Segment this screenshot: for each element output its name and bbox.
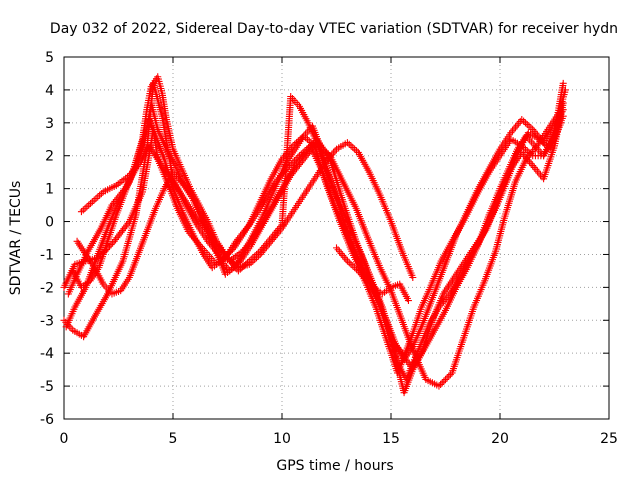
sample-marker <box>291 157 299 165</box>
sample-marker <box>94 193 102 201</box>
sample-marker <box>446 371 454 379</box>
sample-marker <box>294 153 302 161</box>
sample-marker <box>253 254 261 262</box>
sample-marker <box>79 206 87 214</box>
sample-marker <box>527 160 535 168</box>
sample-marker <box>254 252 262 260</box>
y-tick-label: -3 <box>40 313 54 329</box>
chart-title: Day 032 of 2022, Sidereal Day-to-day VTE… <box>50 21 618 37</box>
sample-marker <box>351 145 359 153</box>
y-tick-label: 5 <box>45 50 54 66</box>
sample-marker <box>323 148 331 156</box>
sample-marker <box>227 247 235 255</box>
sample-marker <box>512 123 520 131</box>
data-point <box>404 297 412 305</box>
sample-marker <box>90 196 98 204</box>
sample-marker <box>249 257 257 265</box>
y-tick-label: -5 <box>40 379 54 395</box>
sample-marker <box>535 169 543 177</box>
y-axis-ticks: -6 -5 -4 -3 -2 -1 0 1 2 3 4 5 <box>40 50 609 428</box>
y-axis-label: SDTVAR / TECUs <box>8 181 24 296</box>
data-point <box>559 79 567 87</box>
x-tick-label: 25 <box>600 431 618 447</box>
sample-marker <box>339 251 347 259</box>
data-point <box>333 244 340 252</box>
y-tick-label: 4 <box>45 83 54 99</box>
data-point <box>518 116 526 124</box>
sample-marker <box>510 125 518 133</box>
data-point <box>88 198 96 206</box>
sample-marker <box>331 147 339 155</box>
y-tick-label: -2 <box>40 280 54 296</box>
y-tick-label: 0 <box>45 215 54 231</box>
y-tick-label: -4 <box>40 346 54 362</box>
data-points <box>60 73 569 397</box>
data-point <box>77 208 85 216</box>
data-point <box>256 250 264 258</box>
sample-marker <box>228 246 236 254</box>
y-tick-label: -6 <box>40 412 54 428</box>
x-tick-label: 15 <box>382 431 400 447</box>
sample-marker <box>525 122 533 130</box>
sample-marker <box>445 372 453 380</box>
x-axis-label: GPS time / hours <box>276 458 393 474</box>
sample-marker <box>337 250 345 258</box>
data-point <box>435 382 443 390</box>
sample-marker <box>289 158 297 166</box>
sample-marker <box>303 135 311 143</box>
sample-marker <box>521 119 529 127</box>
sample-marker <box>345 140 353 148</box>
y-tick-label: 1 <box>45 182 54 198</box>
sample-marker <box>340 253 348 261</box>
series-track-5 <box>69 73 567 397</box>
sample-marker <box>442 376 449 384</box>
sample-marker <box>532 165 540 173</box>
sample-marker <box>336 248 344 256</box>
sample-marker <box>438 379 446 387</box>
x-axis-ticks: 0 5 10 15 20 25 <box>60 57 618 447</box>
sample-marker <box>251 255 259 263</box>
sample-marker <box>530 163 538 171</box>
sample-marker <box>96 191 104 199</box>
sample-marker <box>523 120 531 128</box>
y-tick-label: 2 <box>45 149 54 165</box>
y-tick-label: 3 <box>45 116 54 132</box>
sample-marker <box>342 255 350 263</box>
sample-marker <box>107 241 115 249</box>
grid-lines <box>64 57 609 419</box>
sample-marker <box>85 201 93 209</box>
sample-marker <box>287 160 295 168</box>
plot-frame <box>63 56 610 420</box>
y-tick-label: -1 <box>40 247 54 263</box>
data-point <box>559 106 567 114</box>
series-track-7 <box>333 106 567 364</box>
series-track-8 <box>73 122 412 305</box>
data-point <box>529 162 537 170</box>
sample-marker <box>292 155 300 163</box>
sample-marker <box>440 377 448 385</box>
sample-marker <box>81 204 89 212</box>
x-tick-label: 5 <box>169 431 178 447</box>
sample-marker <box>443 374 451 382</box>
data-point <box>409 273 417 281</box>
sample-marker <box>334 246 342 254</box>
sample-marker <box>92 195 100 203</box>
sample-marker <box>87 199 95 207</box>
sample-marker <box>83 203 91 211</box>
sample-marker <box>258 249 266 257</box>
data-point <box>343 257 351 265</box>
sample-marker <box>349 144 357 151</box>
sample-marker <box>437 380 445 388</box>
x-tick-label: 0 <box>60 431 69 447</box>
x-tick-label: 20 <box>491 431 509 447</box>
sample-marker <box>345 259 353 267</box>
x-tick-label: 10 <box>273 431 291 447</box>
sample-marker <box>533 167 541 175</box>
sample-marker <box>513 121 521 129</box>
